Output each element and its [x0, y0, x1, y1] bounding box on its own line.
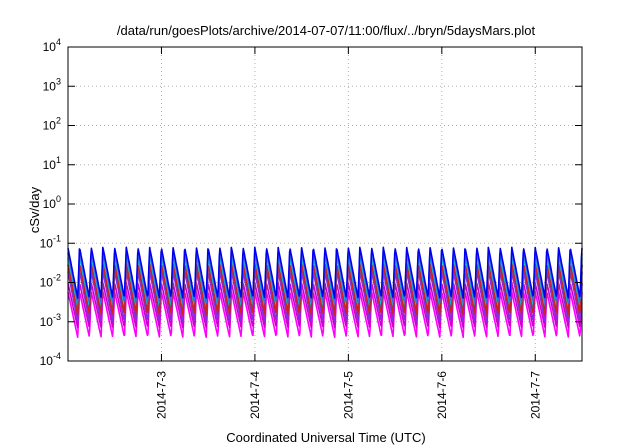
series-group — [67, 246, 583, 339]
y-tick-label: 101 — [43, 155, 61, 172]
x-axis-ticks: 2014-7-3 2014-7-4 2014-7-5 2014-7-6 2014-7-7 — [154, 371, 542, 419]
y-axis-ticks: 10-4 10-3 10-2 10-1 100 101 102 103 104 — [40, 37, 61, 368]
series-line — [67, 246, 583, 299]
grid — [68, 47, 582, 361]
y-axis-label: cSv/day — [27, 186, 42, 233]
y-tick-label: 10-4 — [40, 351, 61, 368]
y-tick-label: 103 — [43, 76, 61, 93]
plot-frame — [67, 46, 583, 362]
x-axis-label: Coordinated Universal Time (UTC) — [226, 430, 425, 445]
x-tick-label: 2014-7-7 — [528, 371, 542, 419]
y-tick-label: 100 — [43, 194, 61, 211]
y-tick-label: 10-3 — [40, 312, 61, 329]
plot-border — [67, 46, 583, 362]
x-tick-label: 2014-7-3 — [154, 371, 168, 419]
y-tick-label: 102 — [43, 116, 61, 133]
chart-title: /data/run/goesPlots/archive/2014-07-07/1… — [117, 23, 536, 38]
y-tick-label: 10-1 — [40, 233, 61, 250]
x-tick-label: 2014-7-6 — [435, 371, 449, 419]
x-tick-label: 2014-7-4 — [248, 371, 262, 419]
x-tick-label: 2014-7-5 — [341, 371, 355, 419]
y-tick-label: 10-2 — [40, 273, 61, 290]
y-tick-label: 104 — [43, 37, 61, 54]
